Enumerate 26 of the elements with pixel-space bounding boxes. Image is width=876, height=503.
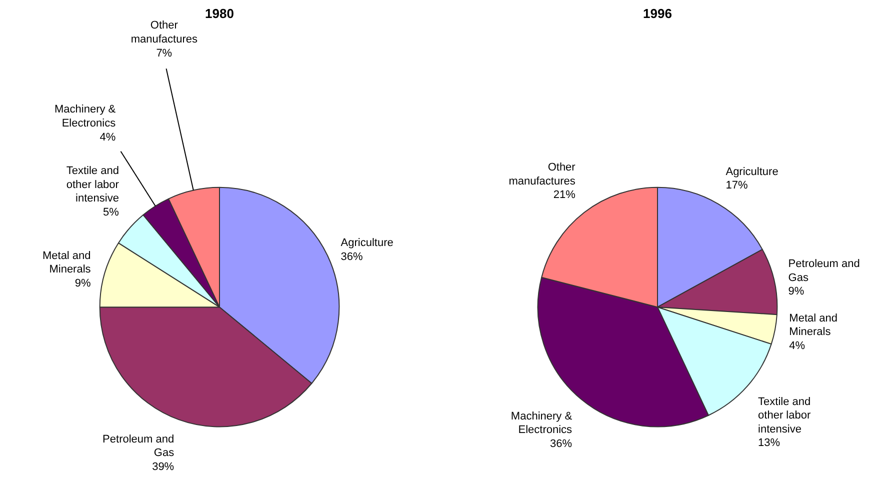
data-label: 39% <box>152 460 174 473</box>
data-label: 7% <box>156 47 172 60</box>
slice-label: Textile and other labor intensive <box>66 164 120 205</box>
slice-label: Metal and Minerals <box>42 250 92 276</box>
slice-label: Machinery & Electronics <box>54 104 116 130</box>
data-label: 36% <box>550 438 572 450</box>
chart-title: 1996 <box>643 6 672 22</box>
slice-label: Metal and Minerals <box>789 312 838 338</box>
slice-label: Petroleum and Gas <box>788 258 860 284</box>
slice-label: Agriculture <box>726 166 778 178</box>
slice-label: Other manufactures <box>508 162 576 188</box>
data-label: 21% <box>553 189 576 202</box>
data-label: 17% <box>726 180 748 192</box>
data-label: 4% <box>789 340 806 352</box>
data-label: 9% <box>788 286 804 298</box>
chart-title: 1980 <box>205 6 234 22</box>
data-label: 9% <box>74 277 92 290</box>
data-label: 4% <box>100 131 116 144</box>
slice-label: Other manufactures <box>130 20 198 46</box>
slice-label: Machinery & Electronics <box>510 410 573 436</box>
slice-label: Petroleum and Gas <box>102 433 175 460</box>
data-label: 13% <box>758 437 780 450</box>
data-label: 36% <box>340 250 364 263</box>
slice-label: Textile and other labor intensive <box>758 396 811 436</box>
slice-label: Agriculture <box>340 237 394 250</box>
data-label: 5% <box>103 206 120 218</box>
